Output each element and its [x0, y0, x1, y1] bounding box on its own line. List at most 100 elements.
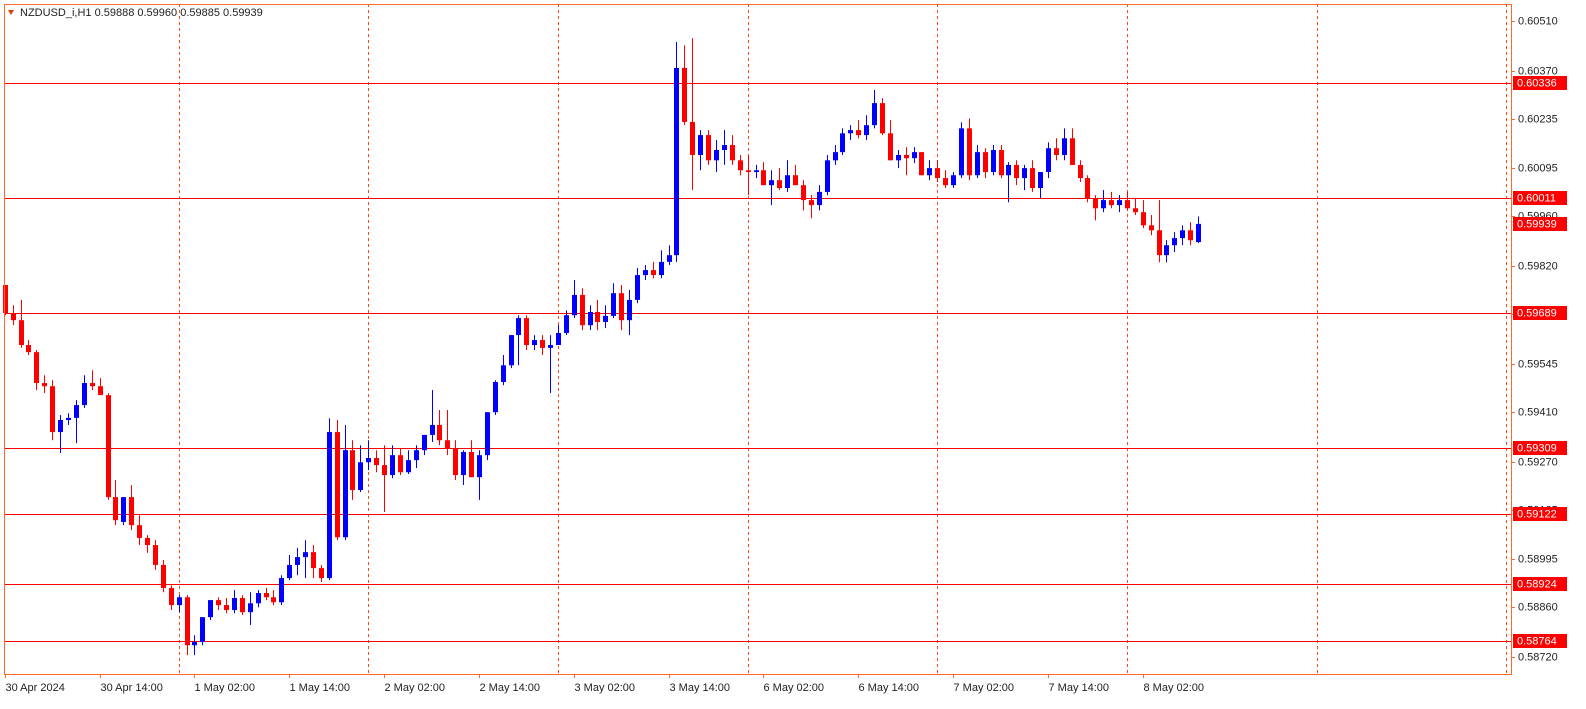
candle-body	[1085, 178, 1090, 198]
level-box	[1513, 634, 1567, 648]
y-tick-label: 0.59410	[1518, 406, 1558, 418]
candle-body	[746, 170, 751, 173]
candle-body	[90, 383, 95, 387]
candle-body	[1188, 230, 1193, 241]
candle-body	[595, 312, 600, 322]
candle-body	[430, 424, 435, 435]
candle-body	[1101, 200, 1106, 209]
y-tick-label: 0.59545	[1518, 358, 1558, 370]
level-label: 0.59122	[1517, 508, 1557, 520]
candle-body	[516, 318, 521, 336]
candle-body	[279, 578, 284, 603]
candle-body	[327, 432, 332, 579]
candle-body	[975, 152, 980, 176]
candle-body	[690, 121, 695, 155]
candle-body	[248, 603, 253, 613]
level-box	[1513, 507, 1567, 521]
x-tick-label: 7 May 14:00	[1049, 682, 1110, 694]
candle-body	[572, 294, 577, 316]
candle-body	[951, 175, 956, 186]
plot-frame	[4, 4, 1512, 675]
x-tick-label: 3 May 14:00	[670, 682, 731, 694]
candle-body	[1093, 197, 1098, 209]
candle-body	[556, 332, 561, 346]
candle-body	[1046, 148, 1051, 173]
candle-body	[833, 152, 838, 161]
candle-body	[1125, 200, 1130, 209]
level-box	[1513, 441, 1567, 455]
candle-body	[271, 597, 276, 603]
candle-body	[588, 312, 593, 326]
candle-body	[406, 460, 411, 473]
candle-body	[1030, 168, 1035, 189]
candle-body	[256, 593, 261, 604]
y-tick-label: 0.60095	[1518, 162, 1558, 174]
candle-body	[991, 150, 996, 173]
candle-body	[912, 152, 917, 159]
candle-body	[343, 450, 348, 538]
candle-body	[1062, 138, 1067, 155]
candle-body	[398, 455, 403, 473]
candle-body	[1117, 200, 1122, 206]
candle-body	[935, 168, 940, 179]
level-box	[1513, 577, 1567, 591]
candle-body	[208, 600, 213, 618]
level-box	[1513, 306, 1567, 320]
x-tick-label: 1 May 02:00	[195, 682, 256, 694]
candle-body	[674, 67, 679, 256]
candle-body	[777, 180, 782, 189]
candle-body	[904, 154, 909, 159]
x-tick-label: 1 May 14:00	[290, 682, 351, 694]
level-box	[1513, 76, 1567, 90]
level-label: 0.59689	[1517, 307, 1557, 319]
candle-body	[1070, 138, 1075, 165]
candle-body	[619, 293, 624, 321]
candle-body	[1149, 225, 1154, 231]
candle-body	[161, 564, 166, 589]
candle-body	[374, 458, 379, 466]
candle-body	[1196, 223, 1201, 243]
candle-body	[461, 451, 466, 476]
candle-body	[1006, 164, 1011, 176]
candle-body	[98, 386, 103, 396]
x-tick-label: 3 May 02:00	[575, 682, 636, 694]
candle-body	[983, 152, 988, 173]
candle-body	[1157, 230, 1162, 256]
candle-body	[880, 103, 885, 134]
candle-body	[769, 180, 774, 186]
y-tick-label: 0.60370	[1518, 65, 1558, 77]
y-tick-label: 0.59820	[1518, 260, 1558, 272]
candle-body	[200, 617, 205, 643]
candle-body	[714, 150, 719, 161]
candle-body	[793, 175, 798, 186]
candle-body	[682, 67, 687, 122]
candle-body	[603, 315, 608, 322]
candle-body	[738, 160, 743, 171]
x-tick-label: 30 Apr 2024	[6, 682, 65, 694]
candle-body	[564, 315, 569, 333]
candle-body	[659, 261, 664, 276]
menu-arrow[interactable]	[8, 10, 14, 15]
candle-body	[485, 412, 490, 456]
candle-body	[848, 130, 853, 134]
level-box	[1513, 191, 1567, 205]
candle-body	[240, 597, 245, 613]
candle-body	[216, 600, 221, 606]
candle-body	[540, 340, 545, 348]
candle-body	[129, 497, 134, 526]
candle-body	[192, 642, 197, 646]
candle-body	[350, 450, 355, 490]
x-tick-label: 7 May 02:00	[954, 682, 1015, 694]
candle-body	[74, 405, 79, 418]
candle-body	[106, 395, 111, 498]
candle-body	[959, 128, 964, 176]
candle-body	[580, 294, 585, 326]
candle-body	[801, 185, 806, 201]
candle-body	[390, 455, 395, 476]
candle-body	[311, 552, 316, 569]
candle-body	[667, 255, 672, 262]
y-tick-label: 0.58720	[1518, 651, 1558, 663]
candle-body	[1164, 245, 1169, 256]
